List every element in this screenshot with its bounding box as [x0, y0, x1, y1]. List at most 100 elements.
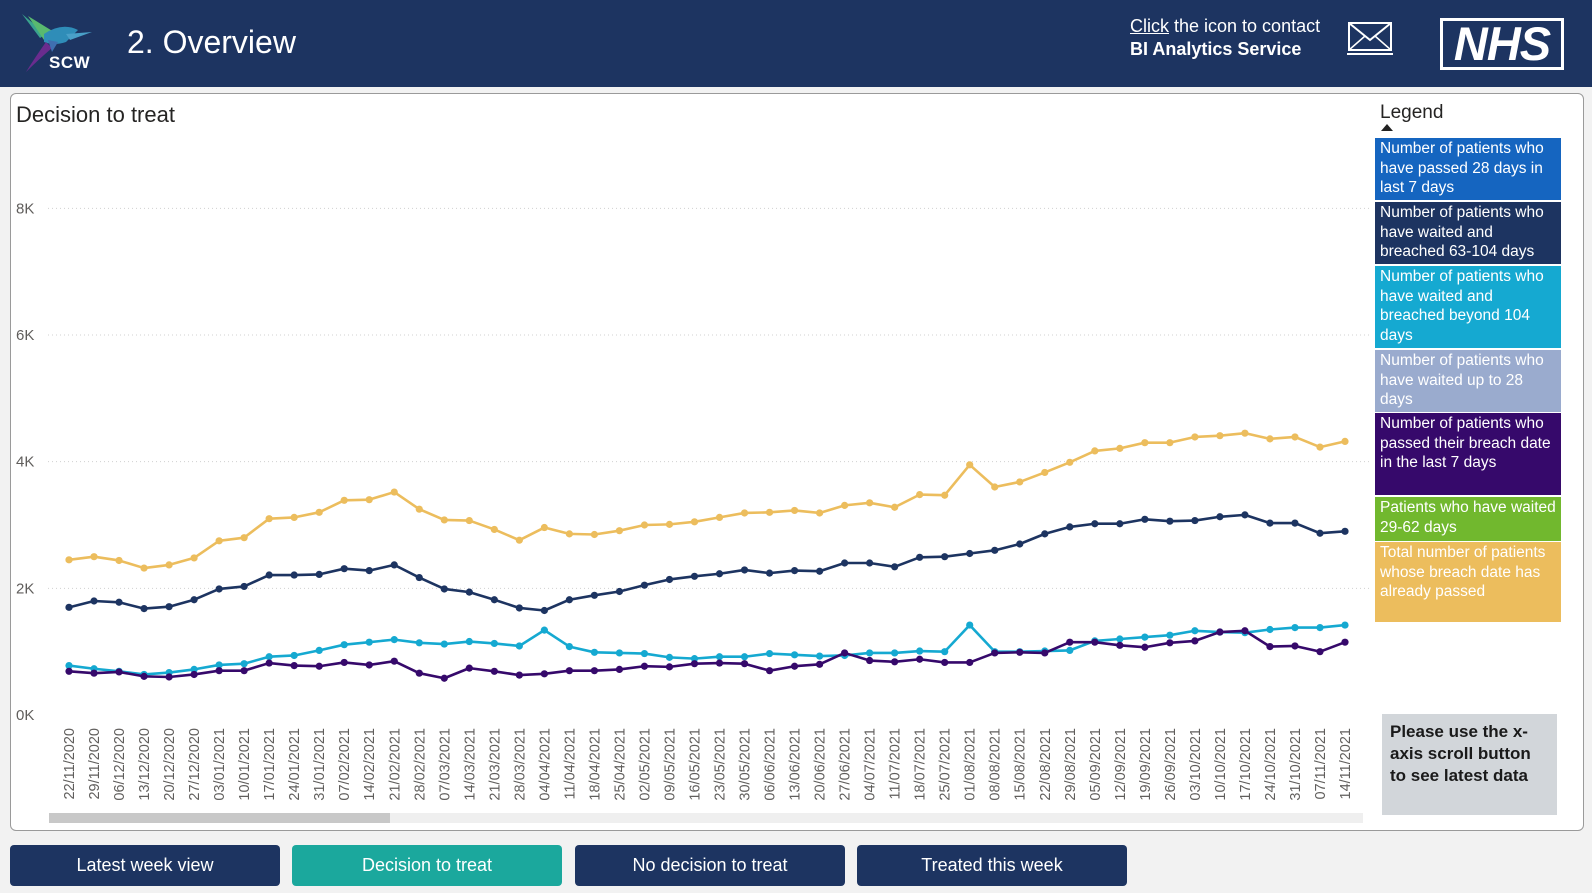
data-point [315, 570, 323, 579]
data-point [1066, 646, 1074, 655]
data-point [740, 660, 749, 668]
data-point [640, 662, 649, 670]
data-point [290, 513, 298, 522]
data-point [1316, 648, 1324, 656]
x-tick-label: 27/06/2021 [838, 728, 854, 801]
data-point [1116, 641, 1124, 649]
data-point [490, 639, 498, 648]
data-point [715, 513, 724, 522]
legend-item[interactable]: Number of patients who have waited up to… [1375, 350, 1561, 412]
data-point [841, 501, 849, 509]
data-point [841, 559, 849, 567]
data-point [1191, 433, 1199, 441]
legend-item[interactable]: Patients who have waited 29-62 days [1375, 497, 1561, 541]
data-point [665, 663, 674, 671]
series-layer [65, 429, 1349, 682]
data-point [165, 561, 173, 569]
data-point [1266, 435, 1274, 443]
x-tick-label: 13/06/2021 [788, 728, 804, 801]
data-point [966, 658, 974, 667]
data-point [891, 649, 899, 657]
data-point [740, 653, 749, 661]
data-point [1316, 529, 1324, 537]
x-tick-label: 24/10/2021 [1263, 728, 1279, 801]
data-point [365, 638, 373, 646]
data-point [866, 656, 874, 665]
contact-service-name: BI Analytics Service [1130, 39, 1302, 59]
x-axis-scrollbar-thumb[interactable] [49, 813, 390, 823]
data-point [1116, 635, 1124, 643]
header-bar: SCW 2. Overview Click the icon to contac… [0, 0, 1592, 87]
data-point [215, 537, 223, 545]
x-tick-label: 11/04/2021 [562, 728, 578, 800]
data-point [815, 509, 824, 517]
data-point [540, 606, 548, 615]
data-point [991, 546, 999, 554]
data-point [265, 653, 273, 661]
x-tick-label: 29/11/2020 [87, 728, 103, 800]
data-point [240, 534, 248, 542]
mail-icon[interactable] [1347, 20, 1393, 56]
x-axis-scrollbar-track[interactable] [49, 813, 1363, 823]
data-point [1066, 523, 1074, 531]
legend-item[interactable]: Number of patients who passed their brea… [1375, 413, 1561, 495]
data-point [340, 641, 348, 649]
no-decision-to-treat-button[interactable]: No decision to treat [575, 845, 845, 886]
y-tick-label: 8K [16, 200, 34, 217]
data-point [315, 508, 323, 516]
treated-this-week-button[interactable]: Treated this week [857, 845, 1127, 886]
x-tick-label: 31/10/2021 [1288, 728, 1304, 801]
data-point [1041, 468, 1049, 477]
data-point [1191, 637, 1199, 645]
data-point [665, 520, 674, 528]
x-tick-label: 21/02/2021 [387, 728, 403, 801]
data-point [790, 651, 799, 659]
data-point [390, 636, 398, 644]
data-point [916, 491, 924, 499]
data-point [565, 643, 573, 651]
legend-collapse-caret-icon[interactable] [1381, 124, 1393, 131]
x-tick-label: 18/04/2021 [587, 728, 603, 801]
data-point [1066, 638, 1074, 646]
legend-item[interactable]: Number of patients who have passed 28 da… [1375, 138, 1561, 200]
data-point [1016, 540, 1024, 548]
data-point [715, 653, 724, 661]
data-point [465, 637, 473, 646]
data-point [265, 659, 273, 667]
data-point [490, 525, 498, 534]
x-tick-label: 10/10/2021 [1213, 728, 1229, 801]
x-tick-label: 05/09/2021 [1088, 728, 1104, 801]
x-tick-label: 04/07/2021 [863, 728, 879, 801]
data-point [165, 603, 173, 611]
data-point [690, 572, 699, 580]
data-point [815, 652, 824, 660]
legend-item[interactable]: Number of patients who have waited and b… [1375, 202, 1561, 264]
data-point [215, 585, 223, 593]
data-point [140, 564, 148, 572]
data-point [1341, 527, 1349, 535]
contact-click-link[interactable]: Click [1130, 16, 1169, 36]
data-point [415, 639, 423, 647]
data-point [590, 648, 599, 656]
data-point [215, 667, 223, 675]
data-point [1341, 437, 1349, 445]
y-tick-label: 0K [16, 707, 34, 724]
data-point [916, 655, 924, 663]
latest-week-view-button[interactable]: Latest week view [10, 845, 280, 886]
x-tick-label: 26/09/2021 [1163, 728, 1179, 801]
data-point [190, 596, 198, 604]
data-point [115, 556, 123, 565]
data-point [640, 649, 649, 658]
data-point [640, 521, 649, 529]
data-point [65, 556, 73, 564]
data-point [1291, 642, 1299, 650]
legend-title: Legend [1380, 102, 1444, 123]
legend-item[interactable]: Total number of patients whose breach da… [1375, 542, 1561, 622]
data-point [190, 670, 198, 679]
x-tick-label: 10/01/2021 [237, 728, 253, 801]
decision-to-treat-button[interactable]: Decision to treat [292, 845, 562, 886]
data-point [615, 587, 624, 596]
data-point [565, 596, 573, 604]
x-tick-label: 15/08/2021 [1013, 728, 1029, 801]
legend-item[interactable]: Number of patients who have waited and b… [1375, 266, 1561, 348]
